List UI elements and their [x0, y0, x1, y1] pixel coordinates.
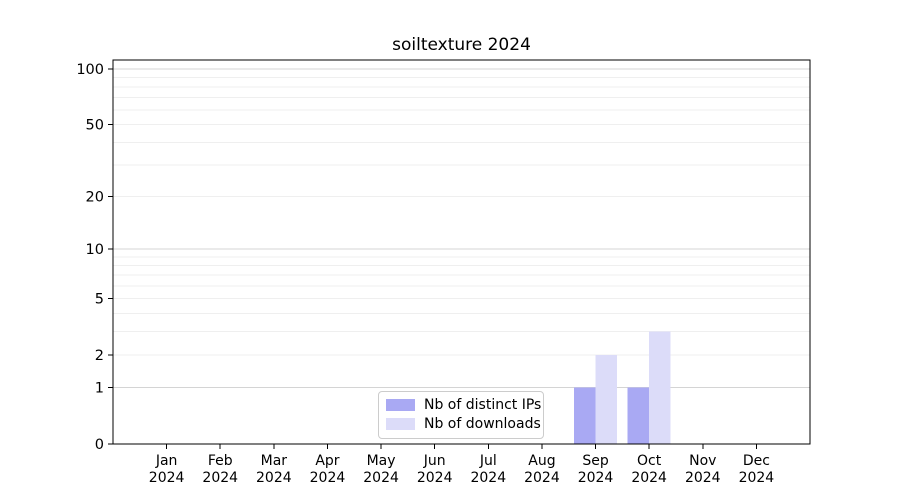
legend-label-distinct-ips: Nb of distinct IPs: [424, 397, 542, 413]
gridlines: [113, 68, 810, 389]
x-tick-label-year: 2024: [578, 470, 614, 486]
y-tick-label: 20: [86, 190, 104, 206]
x-tick-label-month: Jul: [479, 453, 497, 469]
x-tick-label-month: Nov: [689, 453, 716, 469]
y-tick-label: 10: [86, 242, 104, 258]
x-tick-label-month: Jan: [155, 453, 178, 469]
y-tick-label: 2: [95, 348, 104, 364]
legend-swatch-downloads: [386, 418, 415, 430]
x-tick-label-year: 2024: [149, 470, 185, 486]
x-tick-label-month: Mar: [261, 453, 288, 469]
x-tick-label-year: 2024: [256, 470, 292, 486]
y-axis: 0 1 2 5 10 20 50 100: [76, 62, 113, 453]
chart-title: soiltexture 2024: [392, 35, 531, 55]
x-tick-label-year: 2024: [363, 470, 399, 486]
x-tick-label-month: Feb: [208, 453, 233, 469]
axes: [112, 59, 811, 445]
x-tick-label-month: May: [367, 453, 396, 469]
x-tick-label-year: 2024: [685, 470, 721, 486]
bars-downloads: [595, 331, 671, 444]
x-tick-label-year: 2024: [739, 470, 775, 486]
bar-sep-downloads: [595, 354, 617, 444]
x-tick-label-month: Apr: [315, 453, 339, 469]
bar-sep-distinct-ips: [574, 387, 596, 444]
x-tick-label-year: 2024: [524, 470, 560, 486]
x-tick-label-year: 2024: [417, 470, 453, 486]
legend-item-distinct-ips: Nb of distinct IPs: [386, 398, 541, 412]
bar-oct-distinct-ips: [627, 387, 650, 444]
legend: Nb of distinct IPs Nb of downloads: [378, 391, 544, 439]
x-tick-label-month: Aug: [528, 453, 555, 469]
legend-label-downloads: Nb of downloads: [424, 416, 541, 432]
x-tick-label-year: 2024: [470, 470, 506, 486]
x-tick-label-year: 2024: [631, 470, 667, 486]
x-tick-label-month: Oct: [637, 453, 662, 469]
x-tick-label-year: 2024: [310, 470, 346, 486]
legend-swatch-distinct-ips: [386, 399, 415, 411]
legend-item-downloads: Nb of downloads: [386, 417, 541, 431]
x-tick-label-month: Sep: [582, 453, 609, 469]
bar-oct-downloads: [649, 331, 671, 444]
x-tick-label-month: Dec: [743, 453, 770, 469]
y-tick-label: 100: [76, 62, 104, 78]
y-tick-label: 50: [86, 118, 104, 134]
y-tick-label: 1: [95, 381, 104, 397]
y-tick-label: 5: [95, 291, 104, 307]
y-tick-label: 0: [95, 437, 104, 453]
x-tick-label-year: 2024: [202, 470, 238, 486]
x-axis: Jan2024Feb2024Mar2024Apr2024May2024Jun20…: [149, 444, 774, 486]
bars-distinct-ips: [574, 387, 650, 444]
x-tick-label-month: Jun: [423, 453, 446, 469]
